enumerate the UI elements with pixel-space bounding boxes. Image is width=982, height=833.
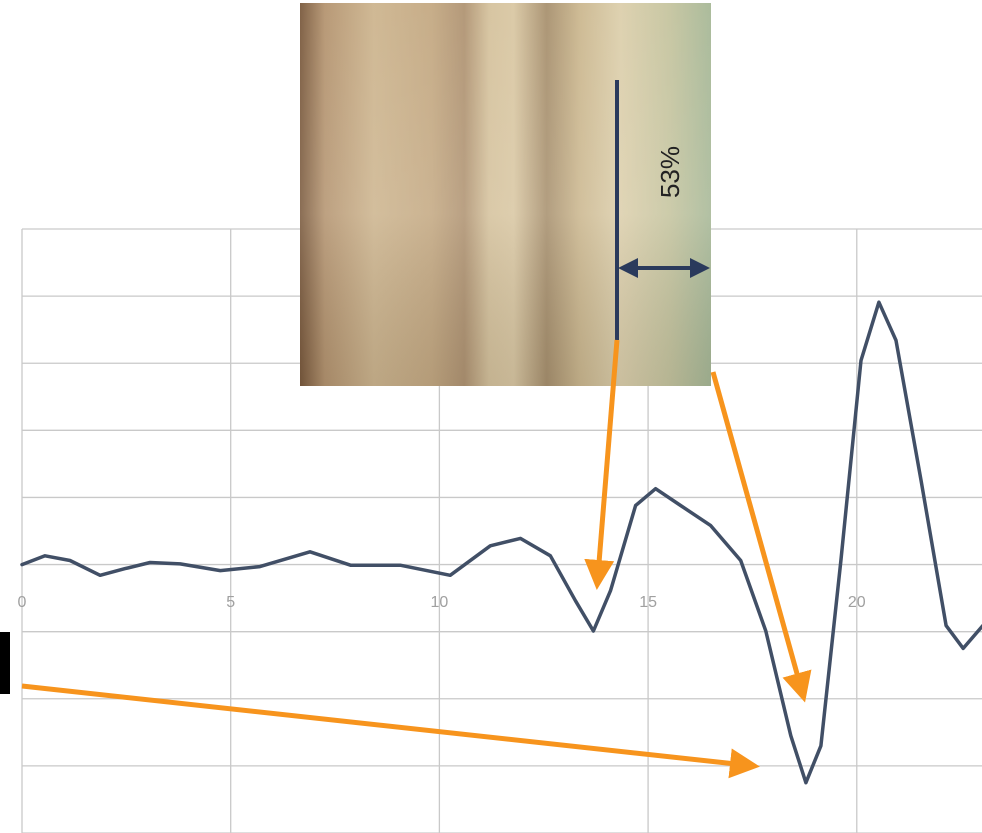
photo: 53% bbox=[300, 3, 711, 386]
x-tick-label: 10 bbox=[430, 594, 448, 611]
x-tick-label: 15 bbox=[639, 594, 657, 611]
x-tick-label: 20 bbox=[848, 594, 866, 611]
arrows bbox=[22, 340, 801, 765]
x-tick-label: 0 bbox=[18, 594, 27, 611]
chart: 0 5 10 15 20 53% bbox=[0, 0, 982, 833]
edge-bar bbox=[0, 632, 10, 694]
annotation: 53% bbox=[655, 146, 685, 198]
page: 05101520 53% (() => { const data = JSON.… bbox=[0, 0, 982, 833]
x-tick-label: 5 bbox=[226, 594, 235, 611]
